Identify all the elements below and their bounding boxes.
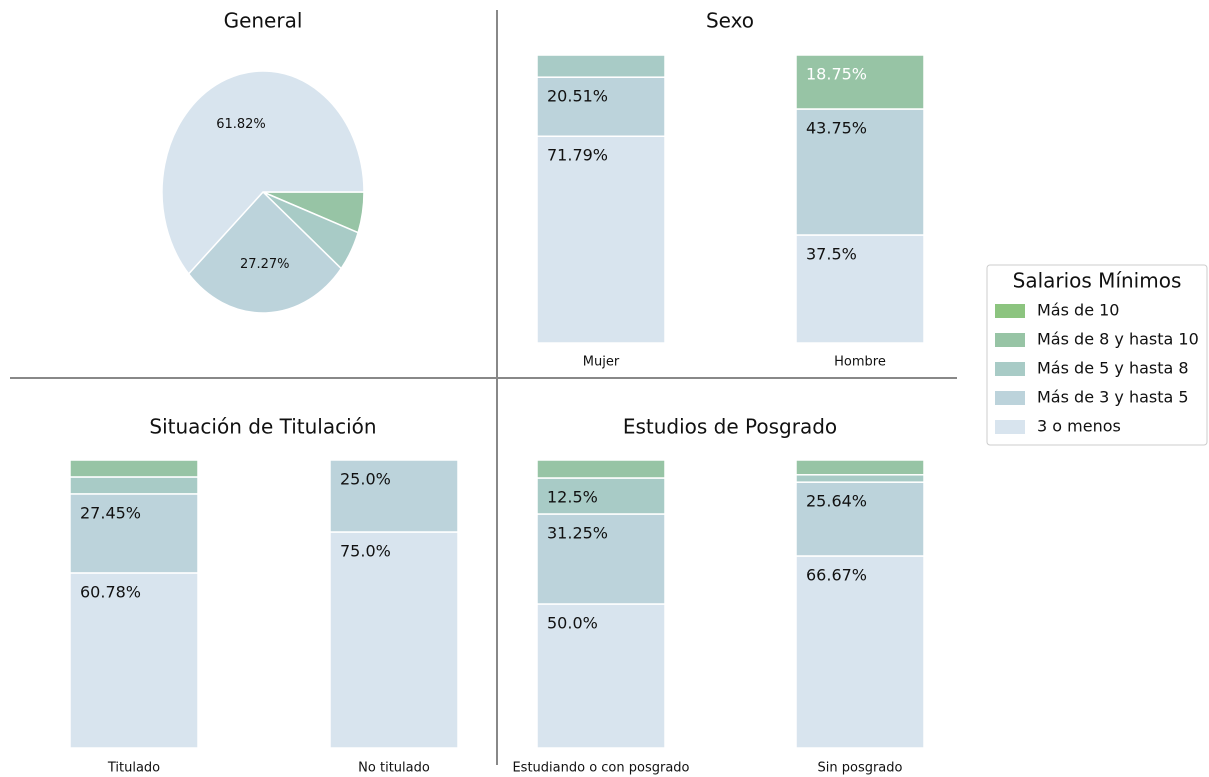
bar-segment (69, 493, 199, 574)
legend-swatch (995, 304, 1025, 318)
bar-segment (536, 513, 666, 605)
legend-swatch (995, 362, 1025, 376)
bar-segment (795, 481, 925, 557)
bar-segment (69, 476, 199, 495)
chart-title: Sexo (706, 9, 754, 33)
value-label: 18.75% (806, 65, 867, 84)
legend-box (986, 264, 1208, 446)
value-label: 27.27% (240, 257, 290, 272)
value-label: 43.75% (806, 119, 867, 138)
value-label: 12.5% (547, 488, 598, 507)
chart-title: Situación de Titulación (149, 415, 376, 439)
x-tick-label: Estudiando o con posgrado (512, 761, 689, 776)
legend-swatch (995, 333, 1025, 347)
x-tick-label: Titulado (107, 761, 160, 776)
legend-swatch (995, 391, 1025, 405)
bar-segment (69, 459, 199, 478)
bar-segment (329, 531, 459, 749)
value-label: 50.0% (547, 614, 598, 633)
value-label: 71.79% (547, 146, 608, 165)
value-label: 31.25% (547, 524, 608, 543)
legend-swatch (995, 420, 1025, 434)
bar-segment (795, 459, 925, 476)
bar-segment (69, 572, 199, 749)
legend-label: Más de 3 y hasta 5 (1037, 388, 1189, 407)
legend-label: Más de 10 (1037, 301, 1119, 320)
bar-segment (795, 555, 925, 749)
value-label: 27.45% (80, 503, 141, 522)
x-tick-label: Mujer (583, 355, 620, 370)
value-label: 37.5% (806, 245, 857, 264)
value-label: 25.0% (340, 470, 391, 489)
legend-title: Salarios Mínimos (1013, 269, 1182, 293)
x-tick-label: Sin posgrado (818, 761, 903, 776)
x-tick-label: Hombre (834, 355, 886, 370)
bar-segment (536, 459, 666, 479)
value-label: 60.78% (80, 582, 141, 601)
bar-segment (329, 459, 459, 533)
bar-segment (536, 135, 666, 344)
value-label: 75.0% (340, 542, 391, 561)
chart-title: General (224, 9, 303, 33)
chart-title: Estudios de Posgrado (623, 415, 837, 439)
bar-segment (795, 474, 925, 483)
value-label: 61.82% (216, 117, 266, 132)
bar-segment (536, 54, 666, 78)
pie-slice (161, 70, 365, 276)
legend-label: 3 o menos (1037, 417, 1121, 436)
bar-segment (795, 54, 925, 110)
legend-label: Más de 5 y hasta 8 (1037, 359, 1189, 378)
legend-label: Más de 8 y hasta 10 (1037, 330, 1199, 349)
value-label: 20.51% (547, 87, 608, 106)
value-label: 25.64% (806, 492, 867, 511)
bar-segment (536, 477, 666, 515)
value-label: 66.67% (806, 565, 867, 584)
pie-slice (187, 190, 343, 314)
x-tick-label: No titulado (358, 761, 430, 776)
bar-segment (536, 603, 666, 749)
